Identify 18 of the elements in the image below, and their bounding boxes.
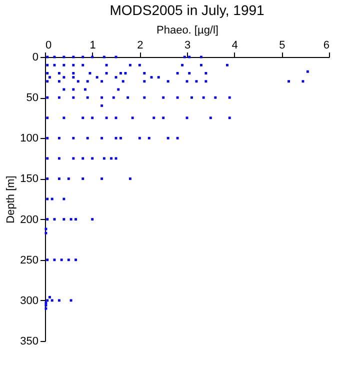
y-tick-label: 350 (20, 336, 38, 348)
x-tick-label: 3 (184, 40, 191, 52)
y-tick-label: 300 (20, 294, 38, 307)
x-tick-label: 2 (137, 40, 144, 52)
y-tick-label: 100 (20, 132, 38, 145)
y-tick-label: 50 (26, 92, 38, 104)
y-axis-title: Depth [m] (5, 176, 18, 224)
chart-title: MODS2005 in July, 1991 (110, 2, 265, 18)
y-tick-label: 0 (32, 52, 38, 64)
y-tick-label: 200 (20, 214, 38, 226)
x-tick-label: 5 (279, 40, 286, 52)
x-tick-label: 1 (90, 40, 96, 52)
y-tick-label: 250 (20, 254, 38, 266)
x-tick-label: 6 (323, 40, 330, 52)
x-axis-title: Phaeo. [µg/l] (156, 24, 218, 36)
y-tick-label: 150 (20, 173, 38, 186)
x-tick-label: 0 (46, 40, 52, 52)
x-tick-label: 4 (232, 40, 238, 52)
